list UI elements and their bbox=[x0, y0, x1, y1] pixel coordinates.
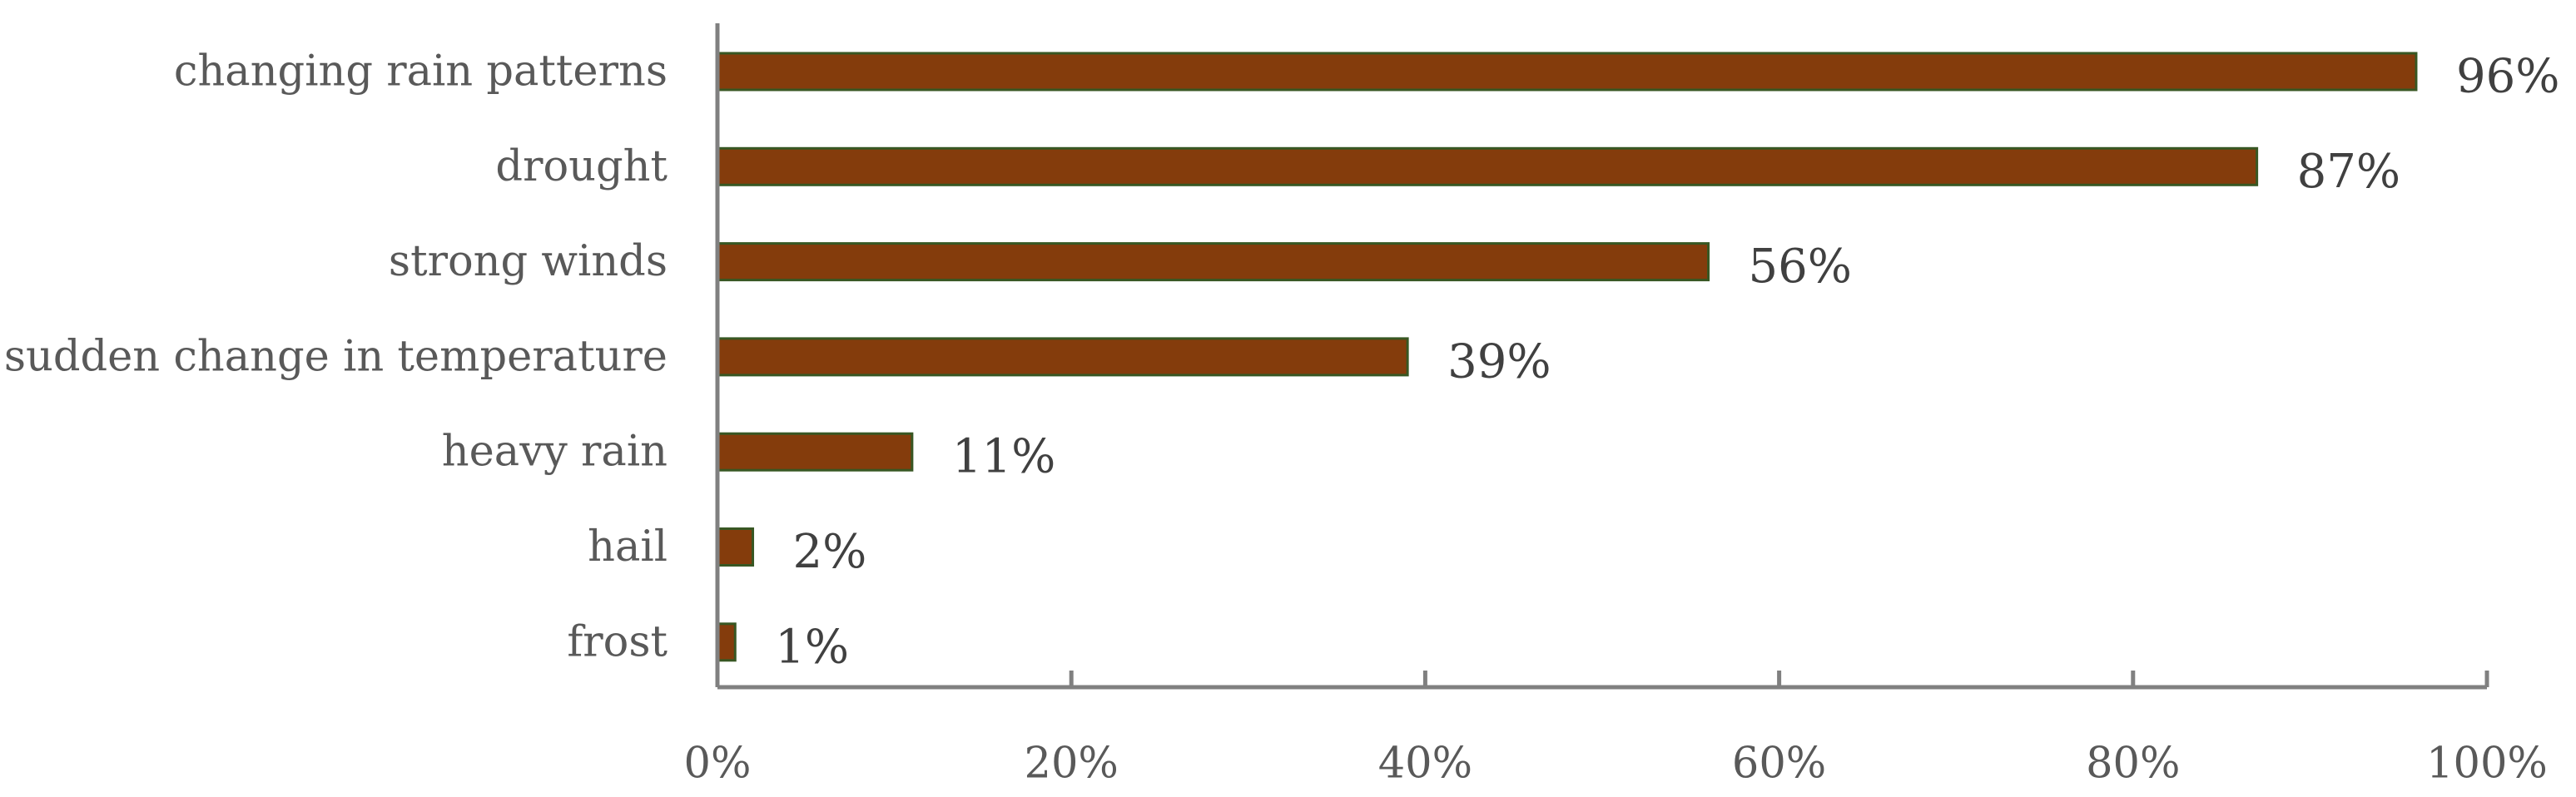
category-label: sudden change in temperature bbox=[4, 332, 668, 381]
x-tick-label: 100% bbox=[2426, 740, 2548, 789]
data-label: 39% bbox=[1447, 334, 1551, 389]
category-label: drought bbox=[495, 142, 668, 191]
bar-1 bbox=[716, 146, 2259, 186]
category-labels: changing rain patterns drought strong wind… bbox=[4, 47, 668, 667]
category-label: frost bbox=[567, 617, 668, 666]
category-label: hail bbox=[588, 522, 668, 572]
data-label: 2% bbox=[793, 525, 867, 579]
x-tick-label: 40% bbox=[1378, 740, 1472, 789]
data-label: 96% bbox=[2456, 50, 2559, 104]
bar-2 bbox=[716, 242, 1710, 282]
x-tick-label: 60% bbox=[1732, 740, 1826, 789]
data-label: 87% bbox=[2297, 145, 2400, 199]
bar-0 bbox=[716, 52, 2418, 92]
category-label: strong winds bbox=[389, 237, 668, 286]
x-tick-label: 0% bbox=[684, 740, 752, 789]
bar-3 bbox=[716, 337, 1409, 377]
x-tick-label: 20% bbox=[1025, 740, 1119, 789]
category-label: heavy rain bbox=[442, 428, 668, 477]
bar-6 bbox=[716, 622, 737, 662]
bars-layer bbox=[716, 52, 2418, 662]
category-label: changing rain patterns bbox=[174, 47, 668, 97]
data-label: 1% bbox=[775, 620, 849, 674]
bar-5 bbox=[716, 527, 755, 567]
bar-4 bbox=[716, 432, 914, 472]
data-label: 11% bbox=[952, 430, 1055, 484]
x-tick-labels: 0% 20% 40% 60% 80% 100% bbox=[684, 740, 2548, 789]
x-tick-label: 80% bbox=[2086, 740, 2180, 789]
data-label: 56% bbox=[1749, 240, 1852, 294]
data-labels: 96% 87% 56% 39% 11% 2% 1% bbox=[775, 50, 2559, 675]
axes-layer bbox=[715, 23, 2489, 690]
